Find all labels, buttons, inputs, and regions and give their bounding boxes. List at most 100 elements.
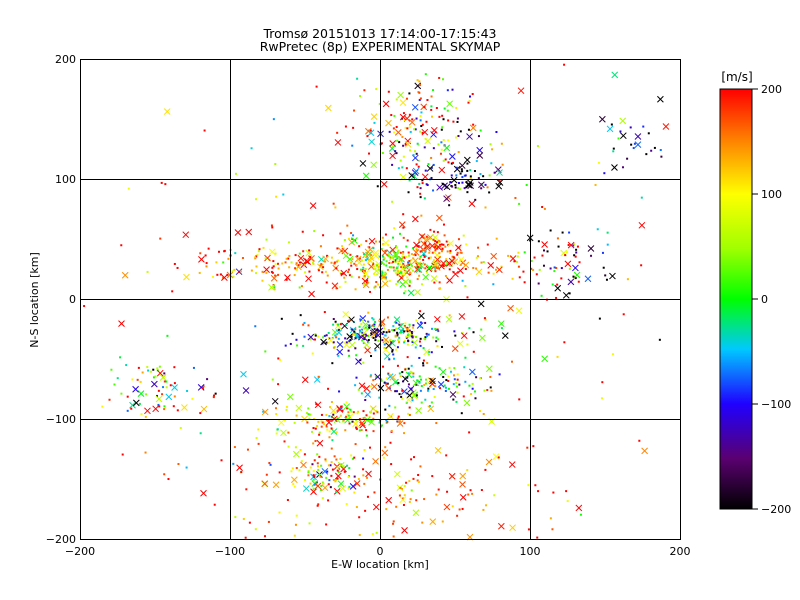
data-point bbox=[433, 281, 436, 284]
data-point bbox=[291, 332, 294, 335]
data-point bbox=[160, 181, 163, 184]
data-point bbox=[330, 256, 333, 259]
data-point bbox=[356, 335, 359, 338]
data-point bbox=[325, 281, 328, 284]
data-point bbox=[546, 250, 549, 253]
data-point bbox=[376, 273, 379, 276]
data-point bbox=[420, 378, 423, 381]
data-point bbox=[419, 119, 422, 122]
data-point bbox=[355, 426, 358, 429]
data-point bbox=[397, 249, 400, 252]
data-point bbox=[556, 237, 559, 240]
data-point bbox=[421, 131, 424, 134]
data-point bbox=[334, 480, 337, 483]
data-point-cross bbox=[369, 329, 377, 337]
data-point bbox=[407, 261, 410, 264]
data-point bbox=[452, 256, 455, 259]
data-point-cross bbox=[392, 252, 400, 259]
data-point bbox=[435, 493, 438, 496]
data-point bbox=[393, 114, 396, 117]
data-point-cross bbox=[476, 146, 484, 154]
data-point-cross bbox=[330, 428, 338, 435]
data-point bbox=[348, 467, 351, 470]
data-point bbox=[261, 279, 264, 282]
data-point bbox=[399, 258, 402, 261]
data-point-cross bbox=[575, 504, 583, 512]
data-point bbox=[452, 383, 455, 386]
data-point bbox=[364, 509, 367, 512]
data-point bbox=[440, 148, 443, 151]
data-point bbox=[408, 281, 411, 284]
data-point bbox=[284, 344, 287, 347]
data-point-cross bbox=[380, 180, 388, 188]
data-point bbox=[415, 248, 418, 251]
data-point-cross bbox=[372, 458, 379, 465]
data-point bbox=[477, 135, 480, 138]
data-point bbox=[362, 361, 365, 364]
data-point-cross bbox=[416, 322, 424, 329]
data-point bbox=[338, 390, 341, 393]
data-point bbox=[393, 329, 396, 332]
data-point-cross bbox=[407, 289, 415, 297]
data-point-cross bbox=[200, 489, 207, 497]
data-point bbox=[447, 379, 450, 382]
data-point bbox=[163, 380, 166, 383]
data-point bbox=[404, 322, 407, 325]
data-point bbox=[326, 254, 329, 257]
data-point bbox=[360, 322, 363, 325]
data-point bbox=[364, 333, 367, 336]
data-point bbox=[246, 448, 249, 451]
data-point bbox=[363, 269, 366, 272]
data-point-cross bbox=[286, 393, 294, 401]
data-point bbox=[552, 491, 555, 494]
data-point-cross bbox=[662, 123, 670, 130]
data-point bbox=[359, 95, 362, 98]
data-point bbox=[332, 479, 335, 482]
data-point bbox=[348, 354, 351, 357]
data-point bbox=[223, 249, 226, 252]
data-point bbox=[264, 535, 267, 538]
data-point bbox=[363, 482, 366, 485]
data-point bbox=[349, 339, 352, 342]
data-point bbox=[401, 267, 404, 270]
data-point bbox=[269, 463, 272, 466]
data-point bbox=[441, 248, 444, 251]
data-point bbox=[410, 331, 413, 334]
data-point bbox=[455, 106, 458, 109]
data-point bbox=[330, 461, 333, 464]
data-point bbox=[537, 240, 540, 243]
data-point-cross bbox=[410, 172, 418, 180]
data-point bbox=[313, 230, 316, 233]
data-point bbox=[411, 332, 414, 335]
data-point bbox=[549, 229, 552, 232]
data-point bbox=[467, 101, 470, 104]
data-point bbox=[401, 166, 404, 169]
data-point bbox=[473, 170, 476, 173]
data-point bbox=[442, 243, 445, 246]
data-point bbox=[395, 246, 398, 249]
data-point-cross bbox=[264, 254, 271, 262]
data-point-cross bbox=[439, 368, 447, 376]
data-point bbox=[309, 256, 312, 259]
data-point bbox=[445, 379, 448, 382]
data-point bbox=[364, 326, 367, 329]
data-point bbox=[364, 259, 367, 262]
data-point bbox=[388, 266, 391, 269]
data-point bbox=[258, 248, 261, 251]
data-point-cross bbox=[182, 231, 190, 239]
data-point bbox=[302, 344, 305, 347]
data-point bbox=[300, 285, 303, 288]
data-point bbox=[376, 411, 379, 414]
data-point bbox=[400, 259, 403, 262]
data-point bbox=[469, 175, 472, 178]
data-point bbox=[450, 475, 453, 478]
data-point bbox=[408, 263, 411, 266]
data-point bbox=[275, 432, 278, 435]
data-point-cross bbox=[297, 254, 305, 262]
data-point bbox=[606, 243, 609, 246]
data-point-cross bbox=[367, 254, 375, 262]
data-point bbox=[429, 256, 432, 259]
data-point bbox=[462, 395, 465, 398]
data-point bbox=[373, 328, 376, 331]
data-point bbox=[285, 257, 288, 260]
